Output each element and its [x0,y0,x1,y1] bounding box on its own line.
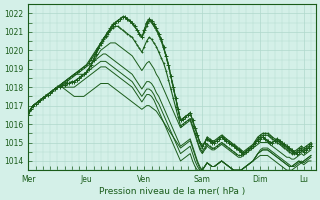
X-axis label: Pression niveau de la mer( hPa ): Pression niveau de la mer( hPa ) [99,187,245,196]
